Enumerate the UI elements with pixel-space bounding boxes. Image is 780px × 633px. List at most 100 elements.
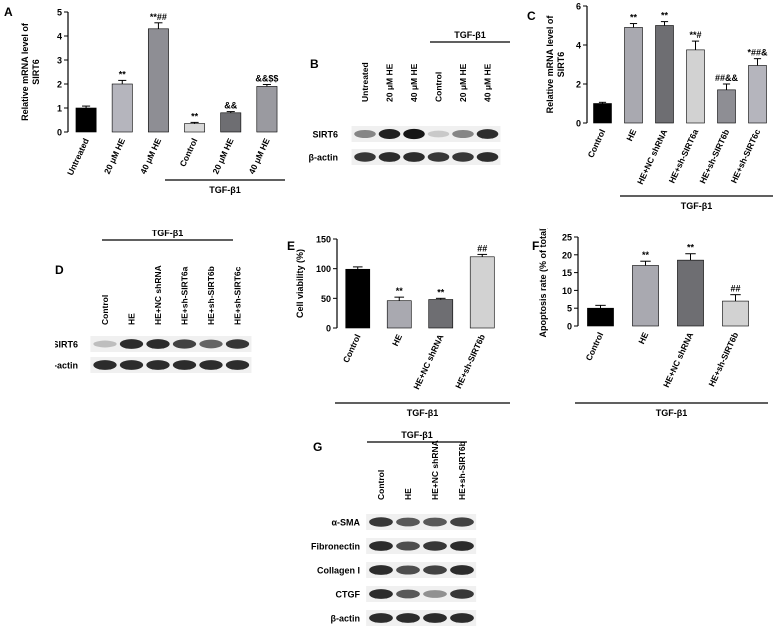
- y-axis-label: Cell viability (%): [295, 249, 305, 318]
- lane-label: HE+sh-SIRT6b: [457, 441, 467, 500]
- y-tick-label: 5: [57, 8, 62, 18]
- bar: [345, 268, 371, 329]
- blot-B: B TGF-β1 Untreated 20 μM HE 40 μM HE Control 2…: [309, 30, 510, 165]
- blot-G: TGF-β1 Control HE HE+NC shRNA HE+sh-SIRT6b α-…: [311, 430, 477, 626]
- significance-label: **: [687, 243, 695, 253]
- chart-A: A 0 1 2 3 4 5 Relative mRNA level ofSIRT6 Untrea…: [4, 5, 285, 195]
- significance-label: **: [642, 250, 650, 260]
- significance-label: &&: [224, 101, 237, 111]
- y-axis-label: Relative mRNA level ofSIRT6: [545, 15, 566, 114]
- significance-label: **: [191, 111, 199, 121]
- bar: [748, 65, 767, 124]
- significance-label: ##: [477, 243, 487, 253]
- bar: [220, 112, 242, 133]
- blot-strip: [366, 610, 477, 626]
- bar: [624, 27, 643, 124]
- blot-band: [450, 613, 474, 623]
- blot-band: [427, 152, 450, 162]
- blot-band: [146, 339, 170, 349]
- bar: [147, 28, 169, 133]
- blot-band: [378, 152, 401, 162]
- group-label: TGF-β1: [401, 430, 433, 440]
- blot-band: [423, 541, 447, 551]
- blot-strip: [366, 562, 477, 578]
- x-tick-label: Control: [341, 333, 363, 365]
- y-tick-label: 1: [57, 104, 62, 114]
- blot-band: [369, 517, 393, 527]
- y-tick-label: 4: [57, 32, 62, 42]
- lane-label: Control: [434, 72, 444, 102]
- x-tick-label: HE: [390, 332, 404, 347]
- y-tick-label: 10: [562, 286, 572, 296]
- x-tick-label: HE+sh-SIRT6b: [453, 333, 487, 391]
- significance-label: **: [437, 287, 445, 297]
- blot-band: [423, 565, 447, 575]
- blot-band: [199, 339, 223, 349]
- significance-label: ##: [730, 284, 740, 294]
- blot-band: [403, 152, 425, 162]
- lane-label: HE+sh-SIRT6a: [180, 266, 190, 325]
- bar: [111, 83, 133, 133]
- blot-band: [225, 360, 250, 370]
- x-tick-label: 40 μM HE: [138, 136, 163, 175]
- bar: [686, 49, 705, 124]
- blot-strip: [366, 514, 477, 530]
- group-label: TGF-β1: [454, 30, 486, 40]
- panel-label: F: [532, 239, 539, 253]
- lane-label: HE+sh-SIRT6c: [233, 266, 243, 325]
- bar: [722, 300, 749, 327]
- lane-label: HE+sh-SIRT6b: [206, 266, 216, 325]
- x-tick-label: HE+sh-SIRT6c: [729, 127, 763, 184]
- blot-band: [369, 541, 393, 551]
- y-tick-label: 4: [576, 41, 581, 51]
- blot-band: [369, 565, 393, 575]
- blot-band: [396, 565, 420, 575]
- lane-label: HE: [127, 313, 137, 325]
- bar: [717, 89, 736, 124]
- x-tick-label: HE+sh-SIRT6a: [667, 127, 701, 184]
- blot-strip: [366, 586, 477, 602]
- x-tick-label: HE: [624, 127, 638, 142]
- chart-C: C 0 2 4 6 Relative mRNA level ofSIRT6 Control *…: [527, 2, 773, 211]
- panel-label: A: [4, 5, 13, 19]
- group-label: TGF-β1: [152, 230, 184, 238]
- blot-band: [403, 128, 425, 140]
- x-tick-label: HE+NC shRNA: [635, 128, 669, 186]
- y-tick-label: 0: [576, 119, 581, 129]
- y-tick-label: 100: [316, 264, 331, 274]
- bar: [593, 103, 612, 124]
- x-tick-label: Control: [583, 331, 605, 363]
- bar: [469, 256, 495, 329]
- lane-label: HE+NC shRNA: [430, 440, 440, 500]
- y-axis-label: Relative mRNA level ofSIRT6: [20, 22, 41, 121]
- x-tick-label: Untreated: [65, 137, 91, 177]
- y-tick-label: 2: [576, 80, 581, 90]
- blot-band: [450, 589, 474, 599]
- x-tick-label: Control: [178, 137, 200, 169]
- blot-band: [396, 613, 420, 623]
- blot-band: [427, 130, 450, 138]
- lane-label: 20 μM HE: [458, 63, 468, 102]
- blot-band: [476, 129, 499, 139]
- bar: [386, 300, 412, 329]
- y-tick-label: 0: [57, 128, 62, 138]
- group-label: TGF-β1: [681, 201, 713, 211]
- blot-band: [452, 130, 474, 138]
- blot-band: [378, 129, 401, 139]
- row-label: CTGF: [336, 590, 361, 600]
- row-label: β-actin: [331, 614, 361, 624]
- row-label: β-actin: [309, 153, 339, 163]
- significance-label: **#: [689, 30, 701, 40]
- blot-band: [93, 340, 117, 348]
- significance-label: &&$$: [255, 73, 278, 83]
- blot-band: [423, 613, 447, 623]
- lane-label: Untreated: [360, 62, 370, 102]
- y-axis-label: Apoptosis rate (% of total): [538, 228, 548, 338]
- y-tick-label: 2: [57, 80, 62, 90]
- chart-F: F 0 5 10 15 20 25 Apoptosis rate (% of total) Co…: [532, 228, 768, 418]
- blot-band: [423, 590, 447, 598]
- x-tick-label: HE+NC shRNA: [411, 333, 445, 391]
- group-label: TGF-β1: [209, 185, 241, 195]
- x-tick-label: 20 μM HE: [102, 136, 127, 175]
- y-tick-label: 0: [326, 324, 331, 334]
